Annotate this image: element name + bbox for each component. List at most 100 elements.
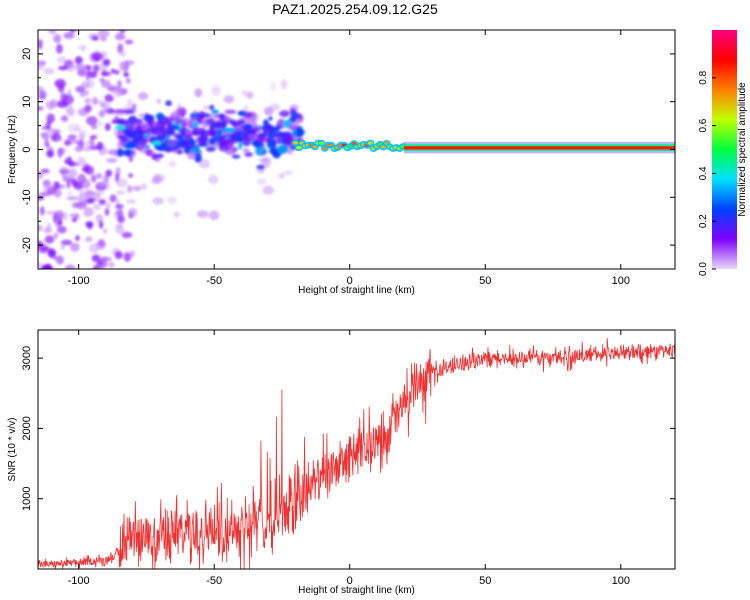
spectral-blob bbox=[39, 89, 48, 98]
spectral-blob bbox=[66, 179, 71, 189]
spectral-blob bbox=[78, 133, 86, 141]
colorbar-label: Normalized spectral amplitude bbox=[737, 82, 748, 217]
snr-ytick-label: 2000 bbox=[21, 416, 33, 440]
spectrogram-ytick-label: 0 bbox=[21, 146, 33, 152]
spectral-blob bbox=[174, 115, 180, 126]
chart-title: PAZ1.2025.254.09.12.G25 bbox=[272, 1, 438, 17]
spectral-blob bbox=[190, 148, 201, 153]
spectral-blob bbox=[290, 111, 300, 120]
spectral-blob bbox=[92, 64, 100, 73]
spectral-blob bbox=[104, 123, 111, 131]
spectral-blob bbox=[117, 80, 122, 89]
spectral-blob bbox=[198, 159, 210, 169]
spectral-blob bbox=[246, 91, 254, 99]
colorbar-gradient bbox=[712, 30, 737, 269]
spectral-blob bbox=[165, 100, 172, 107]
spectral-blob bbox=[254, 114, 260, 122]
spectral-blob bbox=[108, 261, 115, 269]
spectral-blob bbox=[208, 174, 219, 185]
spectral-blob bbox=[166, 138, 177, 148]
spectral-blob bbox=[48, 30, 57, 34]
spectral-blob bbox=[43, 67, 55, 75]
spectral-blob bbox=[85, 64, 92, 71]
spectral-blob bbox=[196, 116, 204, 125]
spectral-blob bbox=[153, 174, 166, 182]
spectral-blob bbox=[40, 264, 50, 269]
spectral-blob bbox=[128, 154, 134, 162]
spectral-blob bbox=[67, 89, 72, 98]
spectral-blob bbox=[129, 118, 141, 126]
spectrogram-blobs bbox=[38, 30, 306, 269]
spectrogram-xtick-label: -50 bbox=[206, 275, 222, 287]
spectral-blob bbox=[102, 103, 111, 109]
spectral-blob bbox=[189, 137, 194, 147]
spectral-blob bbox=[98, 220, 104, 229]
spectral-blob bbox=[89, 243, 100, 254]
spectral-blob bbox=[151, 153, 159, 160]
spectral-blob bbox=[40, 132, 45, 139]
spectral-blob bbox=[216, 123, 224, 129]
spectral-blob bbox=[128, 212, 134, 219]
spectral-blob bbox=[146, 120, 156, 126]
spectral-blob bbox=[67, 190, 73, 196]
spectral-blob bbox=[180, 113, 185, 118]
spectral-blob bbox=[63, 140, 72, 146]
carrier-core bbox=[403, 146, 675, 150]
spectral-blob bbox=[55, 214, 64, 220]
spectral-blob bbox=[223, 95, 235, 104]
spectral-blob bbox=[137, 92, 149, 101]
spectral-blob bbox=[119, 60, 128, 67]
spectral-blob bbox=[280, 79, 288, 90]
spectral-blob bbox=[46, 150, 54, 158]
spectral-blob bbox=[113, 90, 123, 98]
spectral-blob bbox=[66, 63, 75, 72]
spectrogram-ylabel: Frequency (Hz) bbox=[7, 115, 18, 184]
snr-plot-area bbox=[38, 337, 675, 569]
spectral-blob bbox=[114, 251, 123, 259]
spectral-blob bbox=[47, 248, 56, 259]
spectral-blob bbox=[60, 239, 73, 246]
spectral-blob bbox=[53, 255, 58, 261]
spectral-blob bbox=[53, 181, 60, 190]
spectral-blob bbox=[231, 154, 241, 159]
spectral-blob bbox=[56, 43, 63, 54]
spectral-blob bbox=[156, 98, 162, 105]
spectral-blob bbox=[195, 126, 201, 134]
spectral-blob bbox=[57, 147, 64, 158]
spectral-blob bbox=[106, 158, 118, 163]
spectral-blob bbox=[71, 178, 78, 186]
spectral-blob bbox=[163, 120, 173, 127]
spectral-blob bbox=[114, 225, 125, 234]
spectral-blob bbox=[44, 101, 51, 107]
spectral-blob bbox=[74, 162, 81, 167]
spectral-blob bbox=[115, 167, 121, 177]
spectral-blob bbox=[80, 189, 87, 200]
spectral-blob bbox=[199, 135, 208, 145]
spectral-blob bbox=[208, 210, 220, 221]
spectral-blob bbox=[192, 121, 199, 128]
spectral-blob bbox=[113, 127, 119, 137]
spectral-blob bbox=[91, 52, 104, 62]
spectral-blob bbox=[152, 140, 162, 146]
spectral-blob bbox=[56, 255, 65, 265]
spectral-blob bbox=[123, 71, 129, 78]
spectral-blob bbox=[282, 131, 292, 136]
spectral-blob bbox=[143, 134, 151, 139]
spectral-blob bbox=[60, 244, 66, 250]
spectral-blob bbox=[114, 108, 126, 114]
spectral-blob bbox=[156, 153, 164, 158]
spectral-blob bbox=[67, 123, 79, 133]
spectral-blob bbox=[86, 197, 96, 204]
spectral-blob bbox=[94, 263, 103, 269]
spectral-blob bbox=[123, 122, 130, 129]
band-core bbox=[318, 141, 325, 145]
spectral-blob bbox=[127, 185, 133, 193]
spectral-blob bbox=[119, 141, 125, 147]
spectral-blob bbox=[38, 224, 43, 232]
spectral-blob bbox=[214, 135, 222, 143]
snr-ylabel: SNR (10 * v/v) bbox=[7, 418, 18, 482]
spectral-blob bbox=[117, 215, 125, 224]
snr-xtick-label: 50 bbox=[479, 575, 491, 587]
spectral-blob bbox=[97, 30, 110, 38]
spectral-blob bbox=[70, 242, 80, 252]
